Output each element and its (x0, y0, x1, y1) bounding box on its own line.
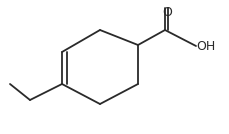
Text: OH: OH (195, 40, 214, 53)
Text: O: O (161, 6, 171, 19)
